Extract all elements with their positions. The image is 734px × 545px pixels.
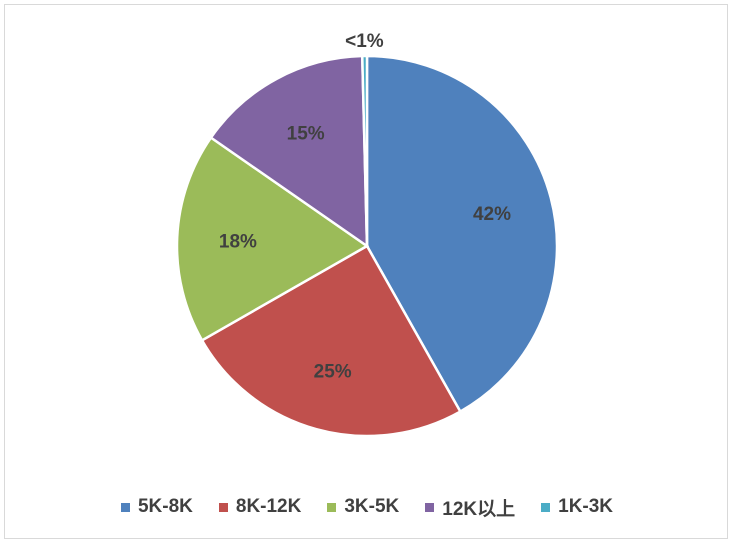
legend-swatch-2 [327,502,337,512]
legend-item-4: 1K-3K [541,496,613,518]
data-label-1: 25% [314,362,352,383]
legend-swatch-0 [120,502,130,512]
data-label-3: 15% [287,123,325,144]
pie-slice-0 [365,54,559,414]
pie-slice-1 [200,244,462,438]
legend-label-2: 3K-5K [344,496,400,517]
legend-label-0: 5K-8K [137,496,193,517]
legend-label-4: 1K-3K [558,496,614,517]
data-label-2: 18% [219,231,257,252]
legend-swatch-4 [541,502,551,512]
legend-swatch-3 [425,502,435,512]
legend-item-3: 12K以上 [425,494,515,521]
pie-slice-4 [360,54,369,247]
chart-legend: 5K-8K 8K-12K 3K-5K 12K以上 1K-3K [0,492,734,522]
data-label-0: 42% [473,204,511,225]
legend-label-3: 12K以上 [442,498,516,520]
legend-label-1: 8K-12K [235,496,302,517]
data-label-4: <1% [345,31,384,52]
legend-item-2: 3K-5K [327,496,399,518]
pie-slice-2 [175,135,370,343]
legend-swatch-1 [218,502,228,512]
pie-slice-3 [209,54,369,249]
legend-item-0: 5K-8K [120,496,193,518]
legend-item-1: 8K-12K [218,496,302,518]
